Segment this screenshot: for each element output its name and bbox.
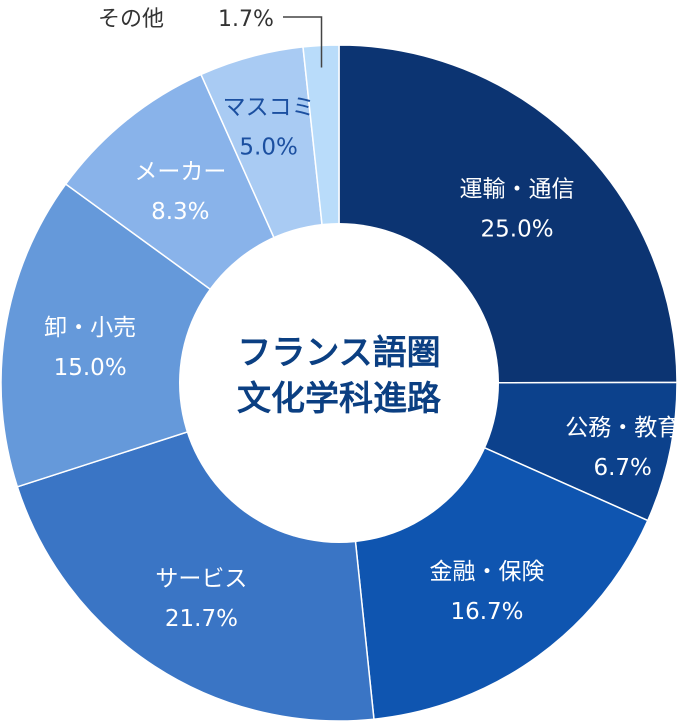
slice-value-2: 16.7%: [450, 599, 523, 625]
slice-label-2: 金融・保険: [429, 559, 544, 585]
slice-value-5: 8.3%: [151, 199, 209, 225]
donut-hole: [179, 223, 499, 543]
slice-labels: 運輸・通信 25.0% 公務・教育 6.7% 金融・保険 16.7% サービス 21.7% 卸・…: [44, 94, 677, 632]
slice-label-3: サービス: [155, 566, 247, 592]
slice-label-0: 運輸・通信: [460, 177, 575, 203]
center-title-line1: フランス語圏: [237, 333, 441, 373]
callout: その他 1.7%: [98, 7, 323, 68]
slice-label-5: メーカー: [134, 159, 226, 185]
center-title-line2: 文化学科進路: [237, 379, 441, 419]
slice-value-3: 21.7%: [165, 606, 238, 632]
center-title: フランス語圏 文化学科進路: [209, 330, 469, 422]
callout-line: [283, 16, 323, 68]
slice-label-1: 公務・教育: [565, 415, 677, 441]
slice-value-4: 15.0%: [54, 355, 127, 381]
slice-label-7: その他: [98, 7, 164, 32]
slice-value-6: 5.0%: [239, 134, 297, 160]
slice-value-0: 25.0%: [481, 217, 554, 243]
slice-4: [0, 183, 341, 488]
slice-label-6: マスコミ: [223, 94, 315, 120]
slice-value-7: 1.7%: [218, 7, 274, 32]
slice-label-4: 卸・小売: [44, 315, 136, 341]
slice-value-1: 6.7%: [593, 455, 651, 481]
